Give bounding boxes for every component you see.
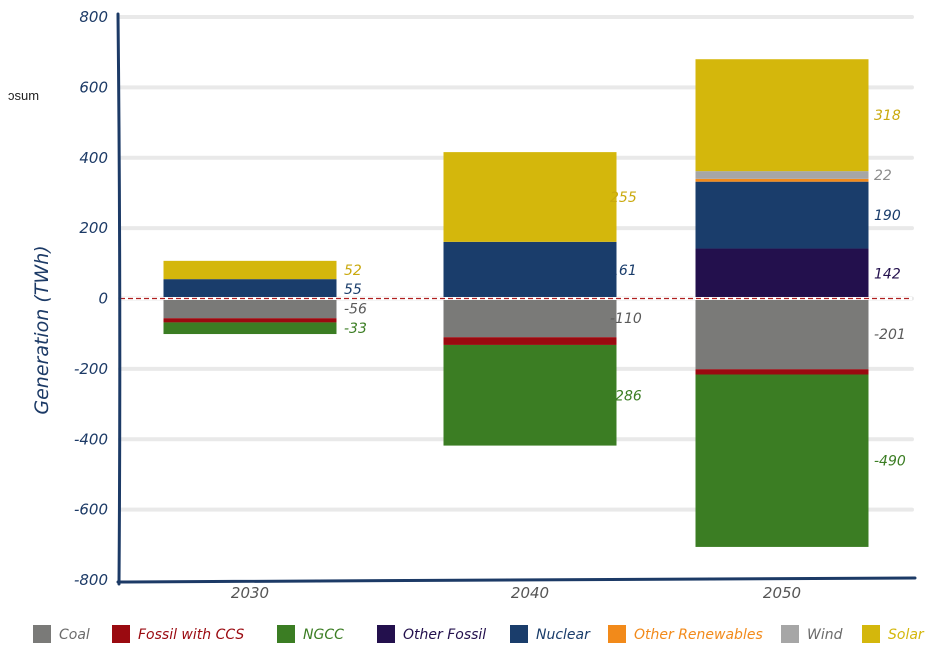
y-tick-label: -600 xyxy=(74,501,108,519)
bar-segment-other-renewables xyxy=(695,178,869,182)
bar-segment-wind xyxy=(695,171,869,179)
bar-segment-fossil-with-ccs xyxy=(695,369,869,375)
y-axis-line xyxy=(116,12,122,586)
bar-segment-nuclear xyxy=(695,181,869,249)
legend-label: Nuclear xyxy=(536,627,591,643)
legend-label: Other Renewables xyxy=(634,627,763,643)
bar-segment-coal xyxy=(443,298,617,338)
bar-segment-fossil-with-ccs xyxy=(443,337,617,345)
bar-segment-ngcc xyxy=(443,344,617,446)
legend-label: Other Fossil xyxy=(403,627,486,643)
y-tick-label: 400 xyxy=(79,149,108,167)
data-label: 52 xyxy=(344,263,362,279)
x-tick-labels: 2030 2040 2050 xyxy=(231,584,801,602)
y-tick-label: -400 xyxy=(74,430,108,448)
data-label: 55 xyxy=(344,282,362,298)
y-tick-label: -800 xyxy=(74,571,108,589)
legend-swatch-wind xyxy=(781,625,799,643)
y-tick-label: 200 xyxy=(79,219,108,237)
legend-swatch-fossil-with-ccs xyxy=(112,625,130,643)
x-tick-label: 2040 xyxy=(511,584,549,602)
bar-segment-ngcc xyxy=(163,322,337,335)
legend-swatch-coal xyxy=(33,625,51,643)
data-label: -33 xyxy=(344,321,367,337)
legend-swatch-nuclear xyxy=(510,625,528,643)
bar-segment-fossil-with-ccs xyxy=(163,318,337,323)
y-axis-label: Generation (TWh) xyxy=(31,245,53,414)
data-label: 142 xyxy=(874,267,901,283)
data-label: 190 xyxy=(874,208,901,224)
bar-segment-solar xyxy=(443,152,617,242)
axes xyxy=(116,12,917,586)
legend-swatch-solar xyxy=(862,625,880,643)
data-label: -110 xyxy=(610,311,642,327)
legend-label: Coal xyxy=(59,627,90,643)
data-label: 318 xyxy=(874,108,901,124)
bar-segment-ngcc xyxy=(695,374,869,547)
x-axis-line xyxy=(116,576,917,584)
data-label: -490 xyxy=(874,454,906,470)
bar-segment-nuclear xyxy=(443,241,617,299)
legend-swatch-other-renewables xyxy=(608,625,626,643)
legend-swatch-other-fossil xyxy=(377,625,395,643)
bar-segment-other-fossil xyxy=(695,248,869,299)
bars xyxy=(163,59,869,547)
legend: Coal Fossil with CCS NGCC Other Fossil Nucle… xyxy=(33,625,925,643)
y-tick-label: 600 xyxy=(79,78,108,96)
legend-label: Solar xyxy=(888,627,925,643)
legend-label: Wind xyxy=(807,627,843,643)
bar-segment-coal xyxy=(695,298,869,370)
data-label: 161 xyxy=(610,263,637,279)
x-tick-label: 2030 xyxy=(231,584,269,602)
y-tick-label: 0 xyxy=(98,290,108,308)
data-label: -286 xyxy=(610,388,642,404)
stray-text: ɔsum xyxy=(8,88,39,103)
data-label: 255 xyxy=(610,190,637,206)
bar-segment-nuclear xyxy=(163,279,337,299)
data-label: -56 xyxy=(344,301,367,317)
y-tick-label: -200 xyxy=(74,360,108,378)
legend-label: Fossil with CCS xyxy=(138,627,244,643)
data-labels: 52 55 -56 -33 255 161 -110 -286 318 22 190 142 -201 -… xyxy=(344,108,906,470)
x-tick-label: 2050 xyxy=(763,584,801,602)
y-tick-labels: 800 600 400 200 0 -200 -400 -600 -800 xyxy=(74,8,108,589)
bar-segment-solar xyxy=(695,59,869,172)
y-tick-label: 800 xyxy=(79,8,108,26)
bar-segment-coal xyxy=(163,298,337,319)
data-label: 22 xyxy=(874,168,892,184)
bar-segment-solar xyxy=(163,260,337,280)
data-label: -201 xyxy=(874,327,906,343)
legend-label: NGCC xyxy=(303,627,344,643)
legend-swatch-ngcc xyxy=(277,625,295,643)
